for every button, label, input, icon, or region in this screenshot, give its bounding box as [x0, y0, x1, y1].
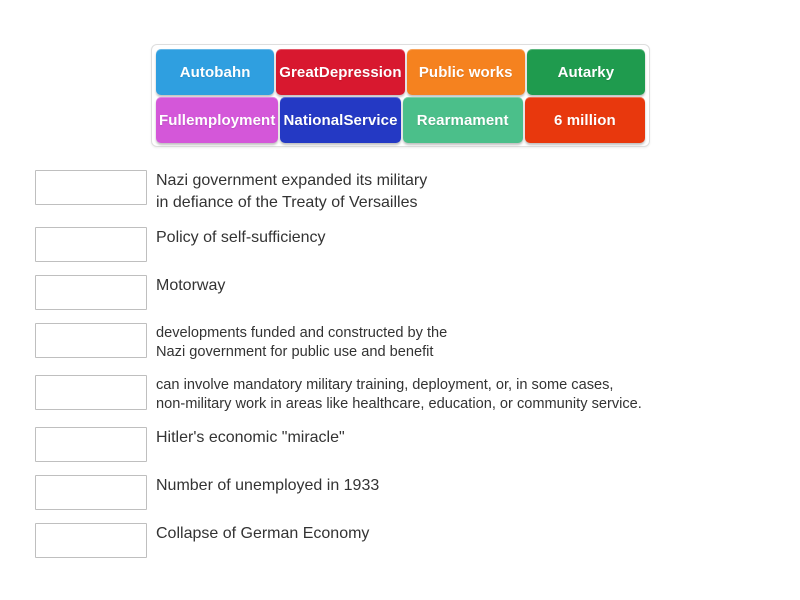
tile-label: Public works [418, 63, 513, 81]
answer-text: Collapse of German Economy [156, 525, 370, 542]
answer-text: developments funded and constructed by t… [156, 325, 448, 360]
answer-list: Nazi government expanded its military in… [35, 170, 780, 571]
drop-box-8[interactable] [35, 523, 147, 558]
tile-label: Autobahn [179, 63, 251, 81]
tile-6-million[interactable]: 6 million [524, 97, 645, 143]
drop-box-6[interactable] [35, 427, 147, 462]
drop-box-4[interactable] [35, 323, 147, 358]
tile-row: Full employment National Service Rearmament 6… [156, 97, 645, 143]
tile-autobahn[interactable]: Autobahn [156, 49, 275, 95]
drop-box-3[interactable] [35, 275, 147, 310]
tile-label: Depression [318, 63, 402, 81]
tile-full-employment[interactable]: Full employment [156, 97, 279, 143]
drop-box-7[interactable] [35, 475, 147, 510]
tile-label: 6 million [554, 111, 616, 129]
tile-label: Full [159, 111, 187, 129]
drop-box-1[interactable] [35, 170, 147, 205]
drop-box-2[interactable] [35, 227, 147, 262]
answer-row: Collapse of German Economy [35, 523, 780, 558]
answer-row: Motorway [35, 275, 780, 310]
answer-text: Nazi government expanded its military in… [156, 172, 428, 211]
tile-label: National [283, 111, 344, 129]
answer-row: Policy of self-sufficiency [35, 227, 780, 262]
tile-autarky[interactable]: Autarky [526, 49, 645, 95]
tile-bank: Autobahn Great Depression Public works Autar… [151, 44, 650, 147]
answer-row: Number of unemployed in 1933 [35, 475, 780, 510]
answer-text: Motorway [156, 277, 226, 294]
answer-text: can involve mandatory military training,… [156, 377, 642, 412]
tile-label: Autarky [557, 63, 615, 81]
tile-rearmament[interactable]: Rearmament [402, 97, 523, 143]
answer-row: Nazi government expanded its military in… [35, 170, 780, 214]
tile-row: Autobahn Great Depression Public works Autar… [156, 49, 645, 95]
answer-text: Policy of self-sufficiency [156, 229, 326, 246]
tile-public-works[interactable]: Public works [406, 49, 525, 95]
answer-text: Number of unemployed in 1933 [156, 477, 380, 494]
tile-label: Service [343, 111, 398, 129]
drop-box-5[interactable] [35, 375, 147, 410]
answer-row: developments funded and constructed by t… [35, 323, 780, 362]
tile-label: employment [186, 111, 276, 129]
tile-great-depression[interactable]: Great Depression [276, 49, 405, 95]
answer-row: Hitler's economic "miracle" [35, 427, 780, 462]
answer-text: Hitler's economic "miracle" [156, 429, 345, 446]
tile-national-service[interactable]: National Service [280, 97, 401, 143]
tile-label: Great [279, 63, 319, 81]
answer-row: can involve mandatory military training,… [35, 375, 780, 414]
tile-label: Rearmament [416, 111, 509, 129]
